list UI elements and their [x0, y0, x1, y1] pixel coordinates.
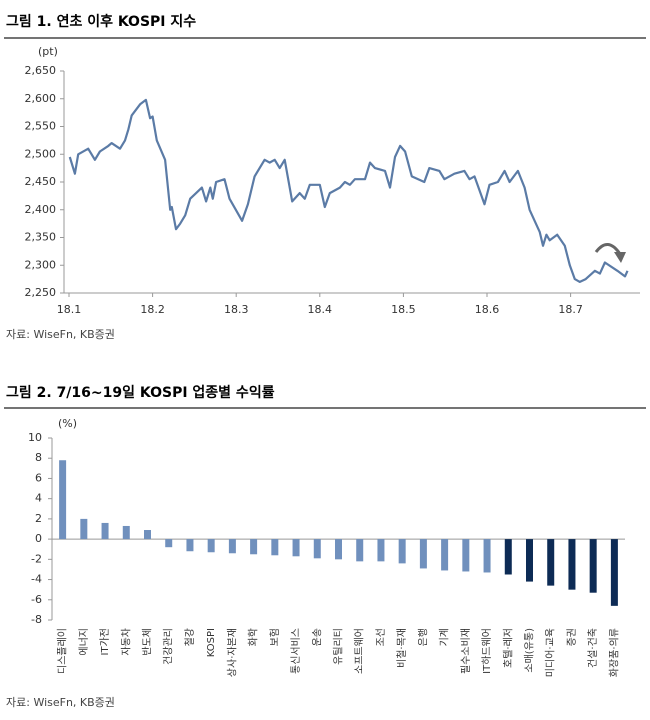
x-tick-label: 철강 [184, 628, 196, 646]
bar [271, 539, 279, 556]
bar [313, 539, 321, 559]
x-tick-label: 화장품·의류 [608, 628, 620, 677]
x-tick-label: 화학 [248, 628, 260, 646]
x-tick-label: 18.5 [391, 303, 416, 316]
x-tick-label: 호텔·레저 [502, 628, 514, 668]
y-tick-label: -6 [31, 593, 42, 606]
x-tick-label: 조선 [375, 628, 387, 646]
y-tick-label: 2,450 [25, 175, 57, 188]
y-tick-label: 2,500 [25, 147, 57, 160]
y-tick-label: -2 [31, 552, 42, 565]
x-tick-label: 필수소비재 [460, 628, 472, 674]
x-tick-label: IT하드웨어 [480, 628, 493, 674]
y-tick-label: 2,550 [25, 120, 57, 133]
bar [568, 539, 576, 590]
bar [504, 539, 512, 575]
x-tick-label: 건강관리 [163, 628, 175, 665]
bar [589, 539, 597, 593]
bar [101, 522, 109, 540]
x-tick-label: 소프트웨어 [354, 628, 366, 674]
bar [398, 539, 406, 564]
x-tick-label: 운송 [311, 628, 323, 646]
x-tick-label: KOSPI [206, 628, 217, 657]
bar [547, 539, 555, 586]
y-tick-label: -4 [31, 573, 42, 586]
bar [377, 539, 385, 562]
y-tick-label: 2,650 [25, 64, 57, 77]
bar [250, 539, 258, 555]
x-tick-label: 은행 [417, 628, 429, 646]
annotation-arrowhead [614, 252, 626, 263]
source-note: 자료: WiseFn, KB증권 [6, 696, 115, 709]
x-tick-label: 비철·목재 [396, 628, 408, 668]
bar [59, 460, 67, 540]
y-tick-label: 2,400 [25, 203, 57, 216]
source-note: 자료: WiseFn, KB증권 [6, 328, 115, 341]
y-tick-label: 6 [35, 471, 42, 484]
x-tick-label: 18.4 [308, 303, 333, 316]
x-tick-label: IT가전 [99, 628, 111, 655]
x-tick-label: 18.1 [57, 303, 82, 316]
x-tick-label: 통신서비스 [290, 628, 302, 674]
y-tick-label: 2,600 [25, 92, 57, 105]
y-tick-label: 2,250 [25, 286, 57, 299]
x-tick-label: 18.3 [224, 303, 249, 316]
bar [419, 539, 427, 569]
kospi-line [68, 98, 629, 283]
bar [144, 530, 151, 540]
bar [228, 539, 236, 554]
bar [335, 539, 342, 560]
y-axis-unit: (%) [58, 417, 77, 430]
x-tick-label: 디스플레이 [57, 628, 69, 674]
bar [165, 539, 173, 548]
y-tick-label: 8 [35, 451, 42, 464]
bar [356, 539, 364, 562]
bar [462, 539, 470, 572]
x-tick-label: 18.6 [475, 303, 500, 316]
x-tick-label: 18.2 [140, 303, 165, 316]
y-tick-label: 4 [35, 492, 42, 505]
x-tick-label: 반도체 [142, 628, 154, 656]
y-tick-label: 10 [28, 431, 42, 444]
x-tick-label: 자동차 [120, 628, 132, 656]
bar [441, 539, 449, 571]
x-tick-label: 상사·자본재 [226, 628, 238, 677]
x-tick-label: 기계 [439, 628, 451, 646]
bar [122, 525, 130, 540]
bar [80, 518, 88, 540]
x-tick-label: 보험 [269, 628, 281, 646]
bar [207, 539, 215, 553]
x-tick-label: 에너지 [78, 628, 90, 656]
bar [483, 539, 491, 573]
bar [292, 539, 300, 557]
x-tick-label: 건설·건축 [587, 628, 599, 668]
x-tick-label: 소매(유통) [524, 628, 536, 673]
annotation-arrow [594, 243, 622, 255]
x-tick-label: 증권 [566, 628, 578, 646]
x-tick-label: 유틸리티 [332, 628, 345, 665]
x-tick-label: 미디어·교육 [545, 628, 557, 677]
bar [186, 539, 194, 552]
bar [526, 539, 533, 582]
y-axis-unit: (pt) [38, 45, 58, 58]
y-tick-label: 0 [35, 532, 42, 545]
chart-title: 그림 1. 연초 이후 KOSPI 지수 [6, 13, 196, 30]
y-tick-label: -8 [31, 613, 42, 626]
chart-title: 그림 2. 7/16~19일 KOSPI 업종별 수익률 [6, 384, 275, 401]
y-tick-label: 2 [35, 512, 42, 525]
bar [610, 539, 618, 606]
y-tick-label: 2,350 [25, 231, 57, 244]
x-tick-label: 18.7 [558, 303, 583, 316]
y-tick-label: 2,300 [25, 258, 57, 271]
